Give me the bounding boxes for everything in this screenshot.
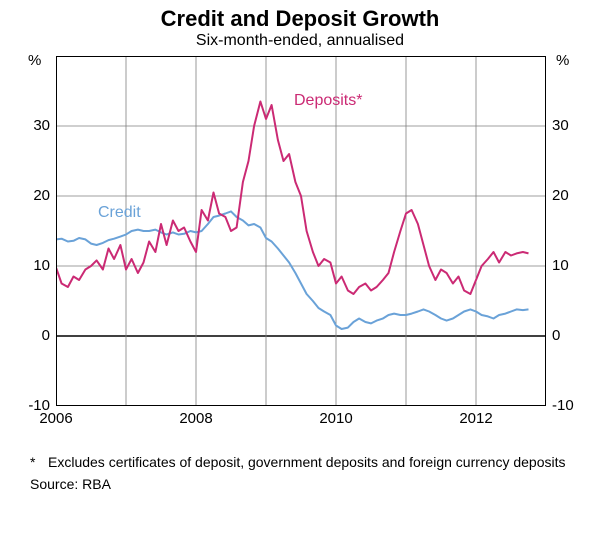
footnote-text: Excludes certificates of deposit, govern… [48, 454, 566, 470]
footnote: *Excludes certificates of deposit, gover… [30, 454, 570, 472]
x-tick: 2010 [319, 410, 352, 427]
y-tick-right: 20 [552, 187, 592, 204]
footnote-marker: * [30, 454, 48, 472]
series-label-deposits: Deposits* [294, 92, 362, 110]
series-label-credit: Credit [98, 204, 141, 222]
y-tick-left: 10 [10, 257, 50, 274]
y-tick-left: 0 [10, 327, 50, 344]
y-unit-left: % [28, 52, 41, 69]
y-tick-right: -10 [552, 397, 592, 414]
x-tick: 2006 [39, 410, 72, 427]
chart-subtitle: Six-month-ended, annualised [0, 32, 600, 50]
source-line: Source: RBA [30, 476, 570, 492]
y-tick-right: 30 [552, 117, 592, 134]
y-unit-right: % [556, 52, 569, 69]
chart-title: Credit and Deposit Growth [0, 6, 600, 32]
y-tick-right: 10 [552, 257, 592, 274]
x-tick: 2008 [179, 410, 212, 427]
y-tick-left: 20 [10, 187, 50, 204]
source-label: Source: [30, 476, 78, 492]
y-tick-right: 0 [552, 327, 592, 344]
source-value: RBA [82, 476, 111, 492]
chart-area: -10-1000101020203030%%2006200820102012Cr… [0, 56, 600, 446]
x-tick: 2012 [459, 410, 492, 427]
y-tick-left: 30 [10, 117, 50, 134]
